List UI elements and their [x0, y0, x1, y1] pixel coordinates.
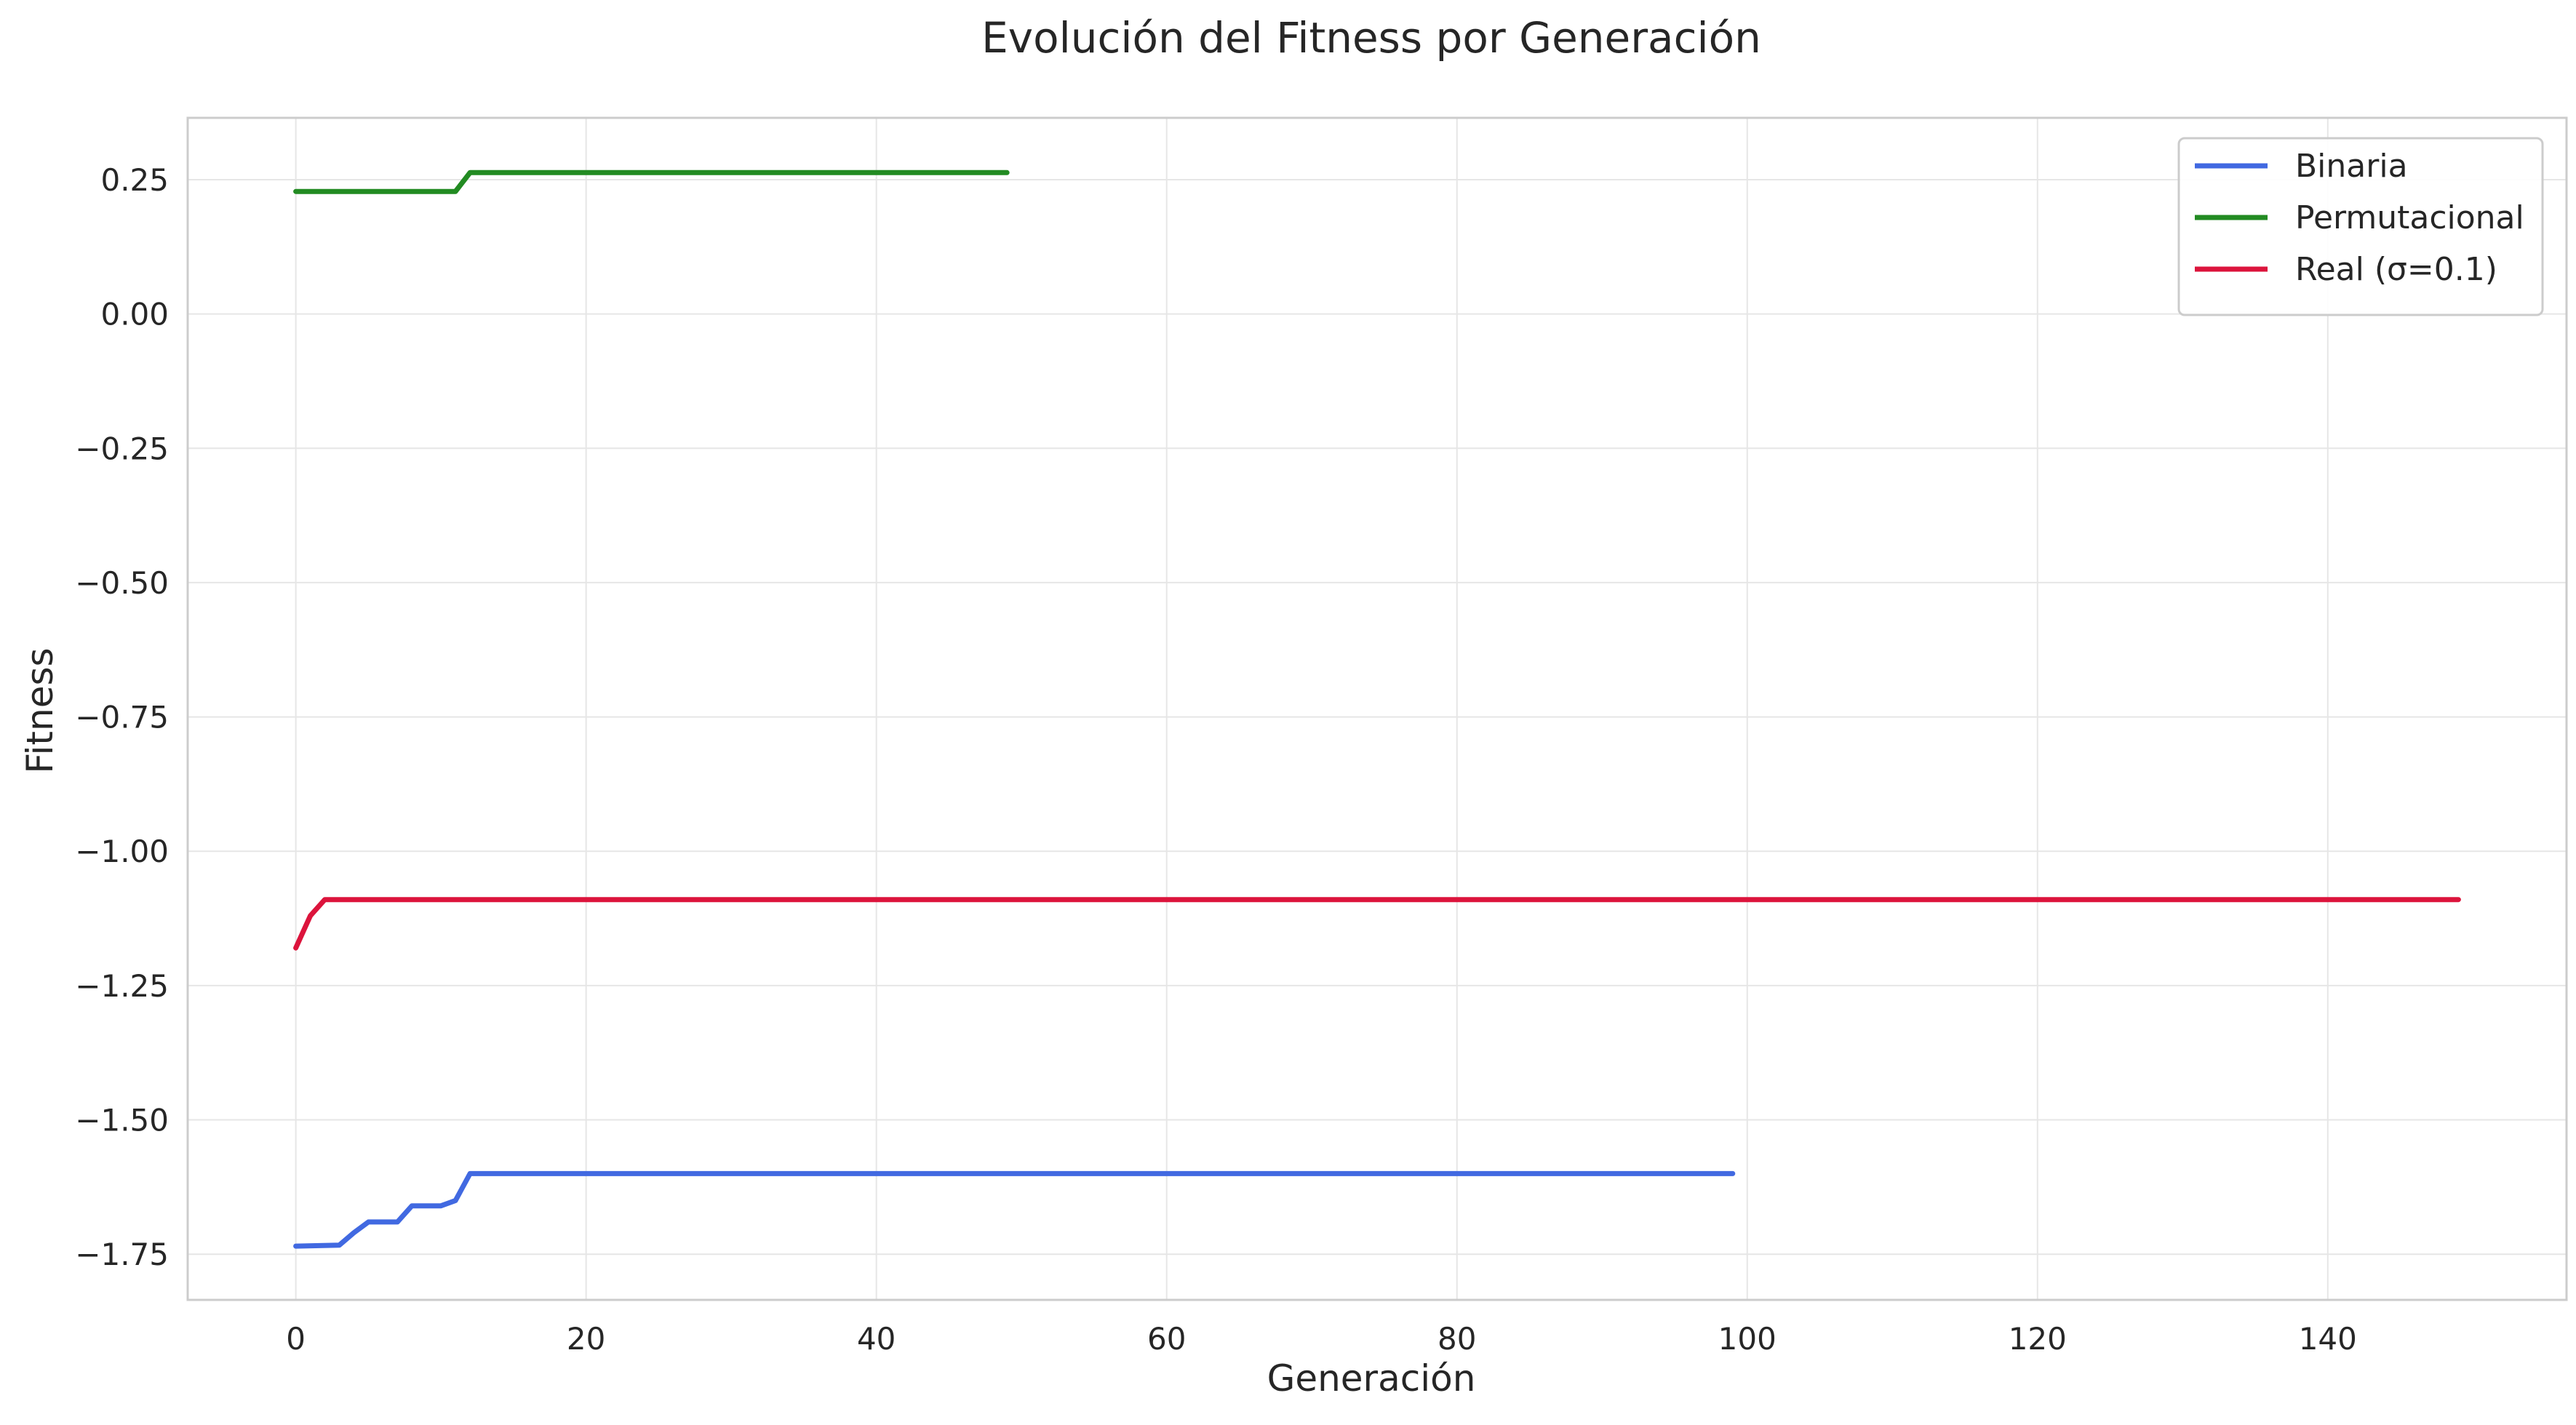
y-tick-label: −0.25 [75, 431, 169, 466]
grid-lines [188, 118, 2567, 1300]
legend-label: Real (σ=0.1) [2295, 251, 2497, 288]
x-tick-labels: 0 20 40 60 80 100 120 140 [286, 1321, 2357, 1357]
plot-frame [186, 116, 2568, 1301]
plot-area [188, 118, 2567, 1300]
y-tick-label: −1.00 [75, 834, 169, 869]
legend-label: Permutacional [2295, 199, 2524, 236]
series-line-binaria [293, 1170, 1736, 1249]
x-tick-label: 60 [1147, 1321, 1186, 1357]
series-lines [293, 169, 2461, 1249]
x-tick-label: 120 [2009, 1321, 2067, 1357]
x-tick-label: 80 [1437, 1321, 1476, 1357]
y-tick-label: −0.75 [75, 700, 169, 735]
series-line-permutacional [293, 169, 1010, 194]
legend-box [2177, 137, 2544, 316]
x-tick-label: 100 [1718, 1321, 1777, 1357]
x-tick-label: 20 [567, 1321, 605, 1357]
x-tick-label: 40 [857, 1321, 896, 1357]
y-tick-label: −1.50 [75, 1103, 169, 1138]
y-tick-label: −1.25 [75, 968, 169, 1004]
x-tick-label: 0 [286, 1321, 306, 1357]
chart-title: Evolución del Fitness por Generación [981, 13, 1761, 63]
legend: Binaria Permutacional Real (σ=0.1) [2177, 137, 2544, 316]
legend-label: Binaria [2295, 148, 2408, 185]
y-tick-label: −0.50 [75, 565, 169, 601]
x-axis-label: Generación [1267, 1357, 1476, 1400]
y-tick-labels: 0.25 0.00 −0.25 −0.50 −0.75 −1.00 −1.25 −1.50 −1… [75, 162, 169, 1272]
x-tick-label: 140 [2299, 1321, 2357, 1357]
y-tick-label: −1.75 [75, 1237, 169, 1272]
series-line-real-0-1 [293, 897, 2461, 951]
y-axis-label: Fitness [19, 647, 61, 773]
y-tick-label: 0.25 [100, 162, 169, 198]
y-tick-label: 0.00 [100, 297, 169, 332]
